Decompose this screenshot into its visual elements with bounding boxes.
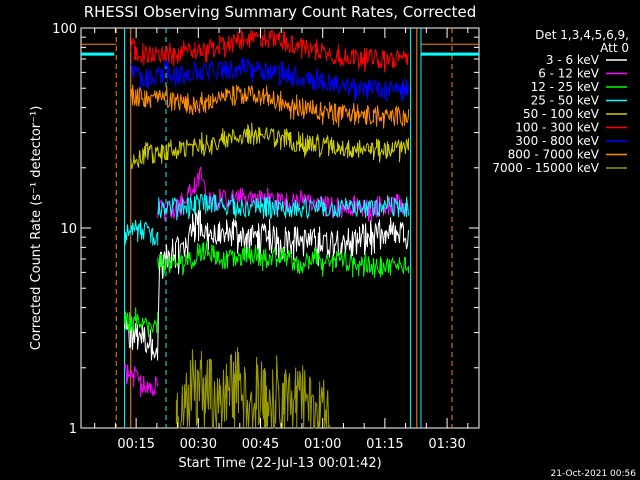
series-line-0-0 (124, 209, 409, 361)
legend-label-0: 3 - 6 keV (546, 53, 600, 67)
legend-label-7: 800 - 7000 keV (508, 148, 600, 162)
series-line-1-0 (124, 363, 159, 398)
x-tick-label-1: 00:30 (180, 437, 217, 452)
axis-ticks: 1 10 100 00:15 00:30 00:45 01:00 01:15 01:30 (52, 22, 479, 452)
footer-date: 21-Oct-2021 00:56 (551, 469, 637, 479)
series-line-2-1 (157, 240, 409, 278)
chart-title: RHESSI Observing Summary Count Rates, Co… (84, 3, 477, 21)
event-markers (115, 28, 453, 428)
x-tick-label-4: 01:15 (366, 437, 403, 452)
x-tick-label-0: 00:15 (117, 437, 154, 452)
x-tick-label-3: 01:00 (304, 437, 341, 452)
legend-header-detectors: Det 1,3,4,5,6,9, (535, 28, 629, 42)
x-tick-label-2: 00:45 (242, 437, 279, 452)
legend-label-6: 300 - 800 keV (515, 134, 599, 148)
series-line-2-0 (124, 307, 159, 338)
series-line-8-0 (175, 347, 331, 429)
y-axis-label: Corrected Count Rate (s⁻¹ detector⁻¹) (29, 106, 44, 351)
legend-label-8: 7000 - 15000 keV (492, 161, 599, 175)
x-axis-label: Start Time (22-Jul-13 00:01:42) (178, 456, 381, 471)
series-line-5-0 (130, 29, 409, 73)
legend-label-2: 12 - 25 keV (531, 80, 600, 94)
y-tick-label-1: 10 (60, 222, 77, 237)
y-tick-label-0: 1 (69, 422, 77, 437)
legend-label-3: 25 - 50 keV (531, 94, 600, 108)
y-tick-label-2: 100 (52, 22, 77, 37)
series-line-1-1 (157, 166, 409, 223)
series-line-3-0 (124, 219, 159, 247)
series-line-3-1 (157, 193, 409, 221)
legend-label-4: 50 - 100 keV (523, 107, 600, 121)
legend-label-1: 6 - 12 keV (538, 67, 600, 81)
series-layer (81, 29, 479, 429)
series-line-7-1 (130, 84, 409, 129)
legend-header-attenuator: Att 0 (600, 41, 629, 55)
series-line-6-0 (130, 57, 409, 103)
legend-label-5: 100 - 300 keV (515, 121, 599, 135)
plot-area: 1 10 100 00:15 00:30 00:45 01:00 01:15 01:30 (52, 22, 480, 452)
x-tick-label-5: 01:30 (428, 437, 465, 452)
series-line-4-0 (130, 122, 409, 170)
